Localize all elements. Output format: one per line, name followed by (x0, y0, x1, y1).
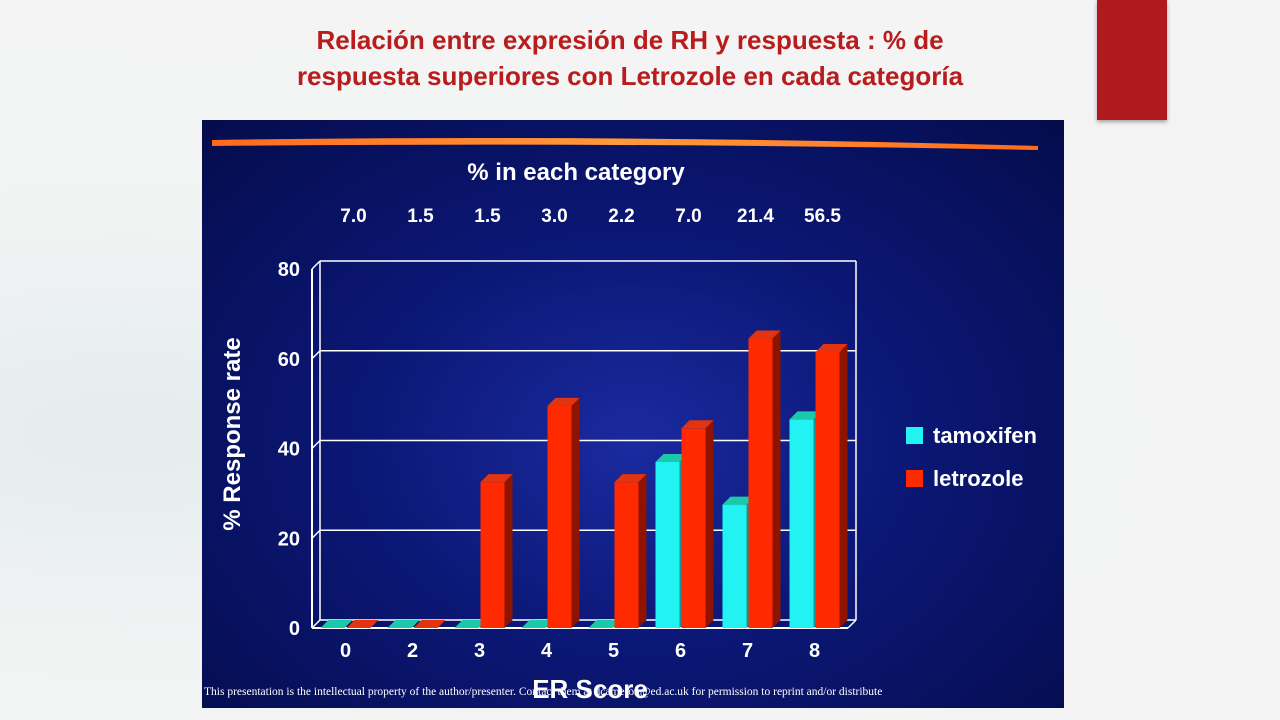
bar-tamoxifen-top (454, 620, 487, 628)
x-tick-label: 7 (742, 640, 753, 662)
grid-diagonal (311, 350, 321, 360)
category-percentage: 3.0 (541, 206, 567, 227)
floor-edge (847, 619, 857, 629)
legend-label-tamoxifen: tamoxifen (933, 423, 1037, 448)
y-tick-label: 80 (278, 259, 300, 281)
category-percentage: 1.5 (407, 206, 434, 227)
x-tick-label: 8 (809, 640, 820, 662)
bar-letrozole-front (480, 482, 505, 628)
y-tick-label: 40 (278, 439, 300, 461)
y-axis-label: % Response rate (219, 337, 246, 530)
category-percentage: 1.5 (474, 206, 501, 227)
bar-letrozole-side (638, 474, 647, 628)
x-axis-label: ER Score (532, 674, 648, 704)
legend-swatch-tamoxifen (906, 427, 923, 444)
bar-tamoxifen-top (320, 620, 353, 628)
copyright-footnote: This presentation is the intellectual pr… (204, 686, 882, 698)
grid-diagonal (311, 260, 321, 270)
x-tick-label: 3 (474, 640, 485, 662)
category-header: % in each category (467, 159, 685, 186)
grid-diagonal (311, 529, 321, 539)
bar-letrozole-side (504, 474, 513, 628)
x-tick-label: 2 (407, 640, 418, 662)
grid-diagonal (311, 619, 321, 629)
bar-tamoxifen-front (655, 461, 680, 628)
bar-letrozole-top (815, 344, 848, 353)
bar-letrozole-top (681, 420, 714, 429)
bar-letrozole-top (748, 330, 781, 339)
bar-letrozole-front (748, 338, 773, 628)
bar-letrozole-side (772, 330, 781, 628)
x-tick-label: 6 (675, 640, 686, 662)
bar-tamoxifen-front (789, 419, 814, 628)
y-tick-label: 20 (278, 528, 300, 550)
category-percentage: 2.2 (608, 206, 634, 227)
bar-tamoxifen-top (789, 411, 822, 420)
legend-label-letrozole: letrozole (933, 466, 1023, 491)
bar-letrozole-top (346, 620, 379, 628)
y-tick-label: 0 (289, 618, 300, 640)
x-tick-label: 5 (608, 640, 619, 662)
response-rate-chart: 0 20 40 60 80 % in each category 7.0 0 1.5 2 1.5 3 3… (204, 138, 1038, 704)
accent-bar (1097, 0, 1167, 120)
bar-letrozole-top (614, 474, 647, 483)
bar-letrozole-front (815, 352, 840, 628)
grid-diagonal (311, 439, 321, 450)
category-percentage: 7.0 (675, 206, 701, 227)
bar-letrozole-front (614, 482, 639, 628)
legend-swatch-letrozole (906, 470, 923, 487)
bar-letrozole-top (480, 474, 513, 483)
category-percentage: 7.0 (340, 206, 366, 227)
bar-tamoxifen-top (521, 620, 554, 628)
x-tick-label: 4 (541, 640, 553, 662)
bar-tamoxifen-top (588, 620, 621, 628)
bar-letrozole-front (681, 428, 706, 628)
slide-title: Relación entre expresión de RH y respues… (160, 22, 1100, 94)
chart-panel: 0 20 40 60 80 % in each category 7.0 0 1.5 2 1.5 3 3… (202, 120, 1064, 708)
bar-tamoxifen-top (387, 620, 420, 628)
decorative-stripe (212, 138, 1038, 150)
category-percentage: 21.4 (737, 206, 774, 227)
bar-letrozole-side (571, 397, 580, 628)
bar-letrozole-top (547, 397, 580, 406)
bar-tamoxifen-front (722, 504, 747, 628)
slide-title-line-1: Relación entre expresión de RH y respues… (316, 25, 944, 55)
category-percentage: 56.5 (804, 206, 841, 227)
y-tick-label: 60 (278, 349, 300, 371)
bar-letrozole-side (705, 420, 714, 628)
bar-tamoxifen-top (655, 453, 688, 462)
bar-tamoxifen-top (722, 496, 755, 505)
x-tick-label: 0 (340, 640, 351, 662)
bar-letrozole-front (547, 405, 572, 628)
bar-letrozole-top (413, 620, 446, 628)
slide-title-line-2: respuesta superiores con Letrozole en ca… (296, 61, 964, 91)
bar-letrozole-side (839, 344, 848, 628)
